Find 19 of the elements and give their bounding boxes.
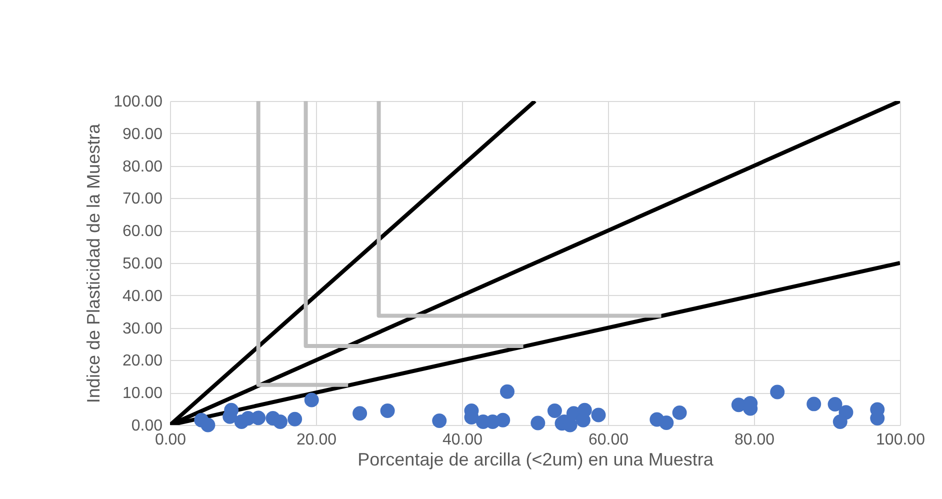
y-tick-label: 0.00 <box>131 418 163 434</box>
y-tick-label: 20.00 <box>122 352 163 370</box>
y-tick-label: 60.00 <box>122 223 163 240</box>
x-tick-label: 40.00 <box>442 432 483 448</box>
x-tick-label: 60.00 <box>588 432 629 448</box>
x-tick-label: 80.00 <box>734 432 775 448</box>
y-tick-label: 40.00 <box>122 288 163 305</box>
y-tick-label: 100.00 <box>114 94 163 110</box>
y-tick-label: 30.00 <box>122 320 163 338</box>
x-axis-title: Porcentaje de arcilla (<2um) en una Muestra <box>358 450 714 470</box>
x-tick-label: 20.00 <box>296 432 337 448</box>
x-tick-label: 100.00 <box>876 432 926 448</box>
y-tick-label: 80.00 <box>122 158 163 176</box>
y-tick-label: 70.00 <box>122 190 163 208</box>
y-tick-label: 50.00 <box>122 256 163 272</box>
y-tick-label: 10.00 <box>122 385 163 402</box>
y-axis-title: Indice de Plasticidad de la Muestra <box>84 122 104 404</box>
x-tick-label: 0.00 <box>154 432 186 448</box>
y-tick-label: 90.00 <box>122 126 163 143</box>
